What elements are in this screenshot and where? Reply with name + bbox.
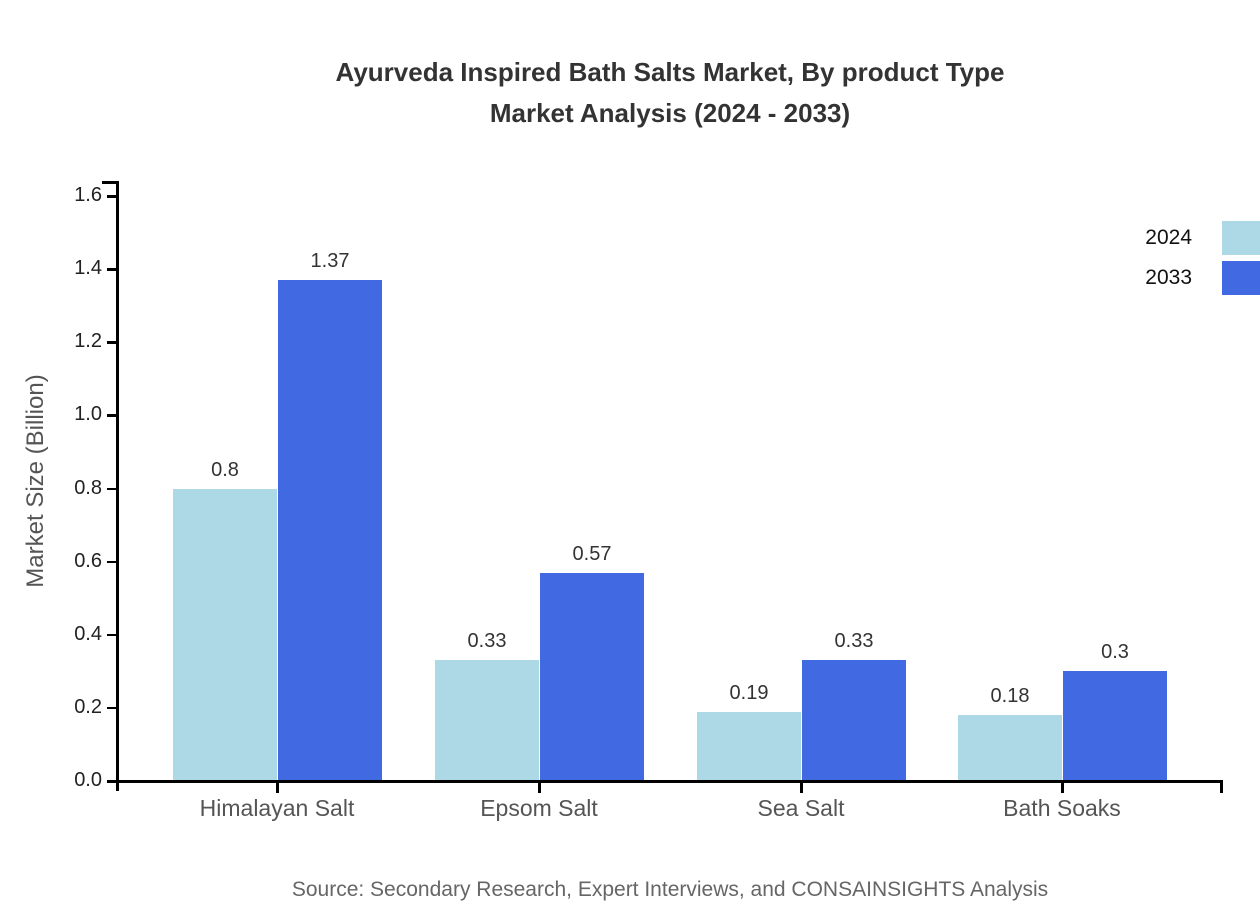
x-axis-line [116, 780, 1222, 783]
y-tick [107, 341, 118, 344]
x-tick-label-1: Epsom Salt [480, 795, 598, 821]
source-text: Source: Secondary Research, Expert Inter… [291, 878, 1049, 901]
legend-item-2033: 2033 [1145, 258, 1260, 298]
x-tick [1061, 782, 1064, 793]
value-label-2033-0: 1.37 [310, 250, 350, 273]
y-axis-line [116, 181, 119, 791]
y-tick-label-0.8: 0.8 [74, 476, 102, 499]
y-tick [107, 560, 118, 564]
x-axis-right-cap [1220, 780, 1223, 793]
y-tick-label-0.4: 0.4 [74, 622, 102, 645]
value-label-2024-0: 0.8 [211, 458, 239, 481]
y-tick [107, 780, 118, 783]
bar-2024-sea-salt [697, 711, 801, 781]
y-tick-label-0.2: 0.2 [74, 695, 102, 718]
y-tick [107, 195, 118, 198]
value-label-2024-2: 0.19 [729, 681, 769, 704]
bar-2033-epsom-salt [540, 572, 644, 781]
value-label-2024-1: 0.33 [467, 630, 507, 653]
y-tick [107, 487, 118, 490]
bar-2024-himalayan-salt [173, 488, 277, 781]
chart-title: Ayurveda Inspired Bath Salts Market, By … [90, 52, 1250, 134]
y-tick [107, 706, 118, 710]
x-tick [800, 782, 803, 793]
y-tick-label-1.6: 1.6 [74, 184, 102, 206]
value-label-2033-2: 0.33 [834, 630, 874, 653]
bar-2033-himalayan-salt [278, 280, 382, 781]
y-tick [107, 414, 118, 417]
y-tick-label-1: 1.0 [74, 403, 102, 426]
x-tick-label-2: Sea Salt [757, 795, 845, 821]
legend: 2024 2033 [1145, 218, 1260, 298]
y-tick-label-0: 0.0 [74, 769, 102, 791]
legend-item-2024: 2024 [1145, 218, 1260, 258]
chart-title-line2: Market Analysis (2024 - 2033) [489, 98, 851, 128]
x-tick-label-3: Bath Soaks [1003, 795, 1121, 821]
legend-swatch-2033 [1222, 261, 1260, 295]
y-axis-top-cap [102, 181, 118, 184]
bar-2033-bath-soaks [1063, 671, 1167, 781]
bar-2024-bath-soaks [958, 715, 1062, 781]
y-tick [107, 633, 118, 637]
y-tick-label-0.6: 0.6 [74, 549, 102, 572]
value-label-2024-3: 0.18 [990, 685, 1030, 708]
x-tick [538, 782, 541, 793]
legend-label-2024: 2024 [1145, 226, 1192, 249]
y-tick-label-1.2: 1.2 [74, 330, 102, 353]
bar-2033-sea-salt [802, 660, 906, 781]
chart-title-line1: Ayurveda Inspired Bath Salts Market, By … [335, 57, 1005, 87]
x-tick-label-0: Himalayan Salt [199, 795, 355, 821]
legend-label-2033: 2033 [1145, 266, 1192, 289]
legend-swatch-2024 [1222, 221, 1260, 255]
value-label-2033-3: 0.3 [1101, 641, 1129, 664]
x-tick [276, 782, 279, 793]
value-label-2033-1: 0.57 [572, 542, 612, 565]
y-tick-label-1.4: 1.4 [74, 257, 102, 280]
y-tick [107, 268, 118, 271]
bar-2024-epsom-salt [435, 660, 539, 781]
